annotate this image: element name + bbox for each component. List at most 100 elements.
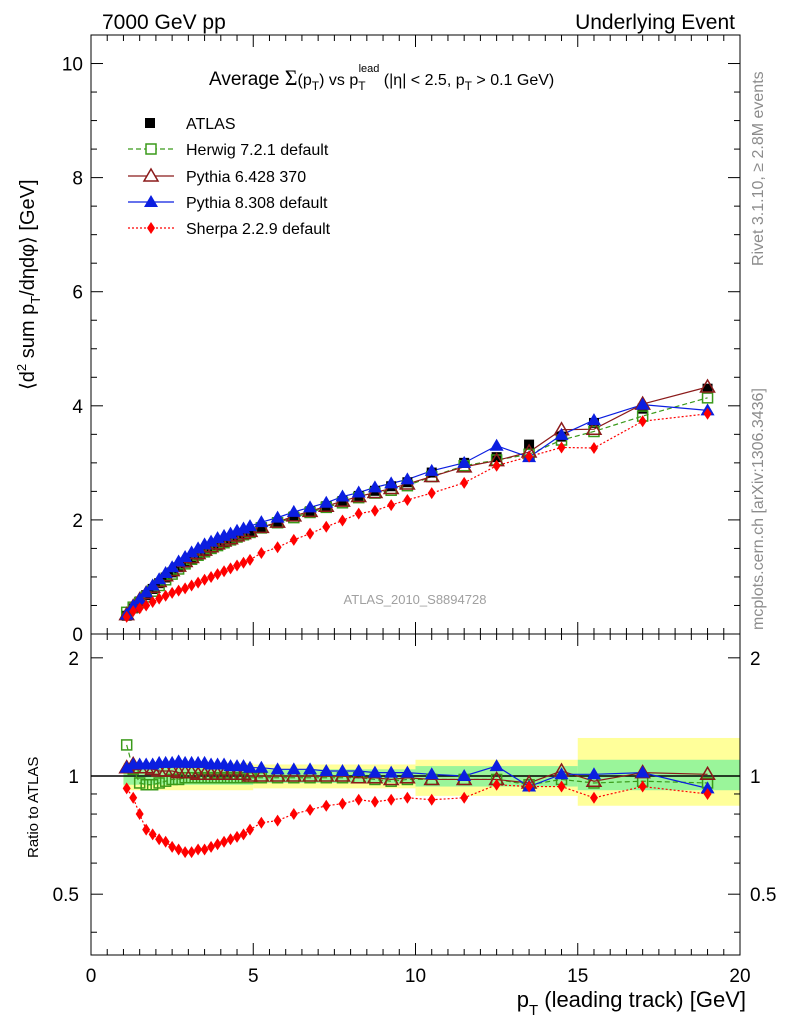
- bottom-herwig-7-2-1-default-point: [231, 771, 243, 784]
- bottom-sherpa-2-2-9-default-point: [557, 780, 566, 793]
- bottom-pythia-6-428-370-point: [699, 765, 716, 781]
- bottom-ytick-label: 0.5: [53, 885, 79, 906]
- top-pythia-8-308-default-point: [191, 541, 206, 554]
- bottom-pythia-8-308-default-point: [457, 769, 472, 782]
- y-axis-label-top: ⟨d2 sum pT/dηdφ⟩ [GeV]: [14, 179, 43, 390]
- top-pythia-8-308-default-point: [489, 438, 504, 451]
- legend-item-herwig: Herwig 7.2.1 default: [128, 142, 329, 159]
- bottom-pythia-6-428-370-point: [285, 767, 303, 782]
- bottom-herwig-7-2-1-default-point: [224, 771, 237, 784]
- bottom-series-marks: [118, 739, 716, 859]
- bottom-sherpa-2-2-9-default-point: [226, 833, 235, 846]
- bottom-sherpa-2-2-9-default-point: [338, 797, 347, 810]
- bottom-pythia-8-308-default-point: [635, 765, 650, 778]
- legend-label-pythia6: Pythia 6.428 370: [186, 169, 306, 186]
- bottom-sherpa-2-2-9-default-point: [460, 791, 469, 804]
- bottom-pythia-8-308-default-point: [319, 763, 334, 776]
- top-pythia-8-308-default-point: [319, 495, 334, 508]
- legend-label-pythia8: Pythia 8.308 default: [186, 195, 328, 212]
- top-pythia-6-428-370-point: [699, 378, 716, 393]
- top-pythia-8-308-default-point: [184, 545, 199, 558]
- top-sherpa-2-2-9-default-point: [142, 599, 151, 612]
- top-sherpa-2-2-9-default-point: [638, 415, 647, 428]
- bottom-pythia-6-428-370-point: [382, 770, 400, 786]
- bottom-pythia-8-308-default-point: [335, 763, 350, 776]
- top-pythia-8-308-default-point: [424, 463, 439, 476]
- header-right: Underlying Event: [575, 11, 735, 34]
- top-sherpa-2-2-9-default-point: [122, 610, 131, 623]
- top-pythia-8-308-default-point: [400, 472, 415, 485]
- top-pythia-8-308-default-point: [204, 534, 219, 547]
- bottom-sherpa-2-2-9-default-point: [194, 843, 203, 856]
- top-sherpa-2-2-9-default-point: [460, 476, 469, 489]
- top-sherpa-2-2-9-default-point: [155, 592, 164, 605]
- bottom-pythia-8-308-default-point: [254, 760, 269, 773]
- bottom-pythia-6-428-370-point: [350, 769, 368, 784]
- top-sherpa-2-2-9-default-point: [148, 596, 157, 609]
- bottom-sherpa-2-2-9-default-point: [129, 791, 138, 804]
- top-sherpa-2-2-9-default-point: [207, 570, 216, 583]
- bottom-sherpa-2-2-9-default-point: [492, 778, 501, 791]
- legend: ATLAS Herwig 7.2.1 default Pythia 6.428 …: [128, 116, 331, 238]
- top-pythia-8-308-default-point: [139, 585, 154, 598]
- xtick-label: 10: [405, 966, 426, 987]
- top-atlas-point: [491, 452, 502, 463]
- bottom-sherpa-2-2-9-default-point: [200, 843, 209, 856]
- bottom-sherpa-2-2-9-default-point: [220, 835, 229, 848]
- top-sherpa-2-2-9-default-point: [213, 568, 222, 581]
- top-sherpa-2-2-9-default-point: [370, 504, 379, 517]
- bottom-sherpa-2-2-9-default-point: [233, 830, 242, 843]
- bottom-herwig-7-2-1-default-point: [133, 777, 146, 789]
- top-ytick-label: 8: [72, 169, 83, 190]
- top-sherpa-2-2-9-default-point: [226, 562, 235, 575]
- top-pythia-8-308-default-point: [270, 510, 285, 523]
- bottom-pythia-6-428-370-point: [253, 767, 270, 782]
- y-axis-label-bottom: Ratio to ATLAS: [25, 757, 42, 858]
- top-ytick-label: 4: [72, 397, 83, 418]
- bottom-sherpa-2-2-9-default-point: [589, 791, 598, 804]
- top-pythia-8-308-default-point: [286, 504, 301, 517]
- bottom-ytick-label-right: 2: [750, 649, 761, 670]
- bottom-herwig-7-2-1-default-point: [237, 771, 250, 784]
- top-sherpa-2-2-9-default-point: [492, 459, 501, 472]
- top-pythia-8-308-default-point: [554, 427, 569, 440]
- bottom-sherpa-2-2-9-default-point: [703, 787, 712, 800]
- top-atlas-point: [167, 567, 178, 578]
- top-sherpa-2-2-9-default-point: [233, 559, 242, 572]
- bottom-sherpa-2-2-9-default-point: [387, 793, 396, 806]
- top-sherpa-2-2-9-default-point: [403, 493, 412, 506]
- bottom-sherpa-2-2-9-default-point: [207, 840, 216, 853]
- top-sherpa-2-2-9-default-point: [557, 441, 566, 454]
- bottom-pythia-8-308-default-point: [243, 760, 258, 773]
- bottom-pythia-8-308-default-point: [489, 759, 504, 772]
- bottom-sherpa-2-2-9-default-point: [239, 828, 248, 841]
- bottom-sherpa-2-2-9-default-point: [168, 840, 177, 853]
- bottom-pythia-8-308-default-point: [119, 760, 134, 773]
- legend-marker-pythia8: [144, 195, 158, 207]
- top-pythia-8-308-default-point: [457, 455, 472, 468]
- bottom-herwig-7-2-1-default-point: [146, 779, 159, 791]
- top-pythia-8-308-default-point: [171, 554, 186, 567]
- bottom-sherpa-2-2-9-default-point: [427, 793, 436, 806]
- bottom-sherpa-2-2-9-default-point: [174, 843, 183, 856]
- bottom-ytick-label: 1: [68, 767, 79, 788]
- bottom-pythia-8-308-default-point: [384, 765, 399, 778]
- top-sherpa-2-2-9-default-point: [257, 546, 266, 559]
- top-pythia-8-308-default-point: [351, 485, 366, 498]
- top-sherpa-2-2-9-default-point: [174, 584, 183, 597]
- bottom-herwig-7-2-1-default-point: [153, 777, 165, 789]
- top-pythia-8-308-default-point: [152, 572, 167, 585]
- bottom-pythia-8-308-default-point: [270, 762, 285, 775]
- top-pythia-8-308-default-line: [126, 404, 708, 615]
- top-sherpa-2-2-9-default-point: [306, 527, 315, 540]
- top-herwig-7-2-1-default-line: [126, 397, 708, 613]
- top-sherpa-2-2-9-default-point: [703, 407, 712, 420]
- xtick-label: 15: [567, 966, 588, 987]
- top-sherpa-2-2-9-default-point: [273, 541, 282, 554]
- bottom-pythia-8-308-default-point: [286, 762, 301, 775]
- legend-marker-sherpa: [147, 222, 155, 234]
- top-sherpa-2-2-9-default-point: [135, 602, 144, 615]
- top-pythia-8-308-default-point: [243, 519, 258, 532]
- bottom-sherpa-2-2-9-default-point: [187, 846, 196, 859]
